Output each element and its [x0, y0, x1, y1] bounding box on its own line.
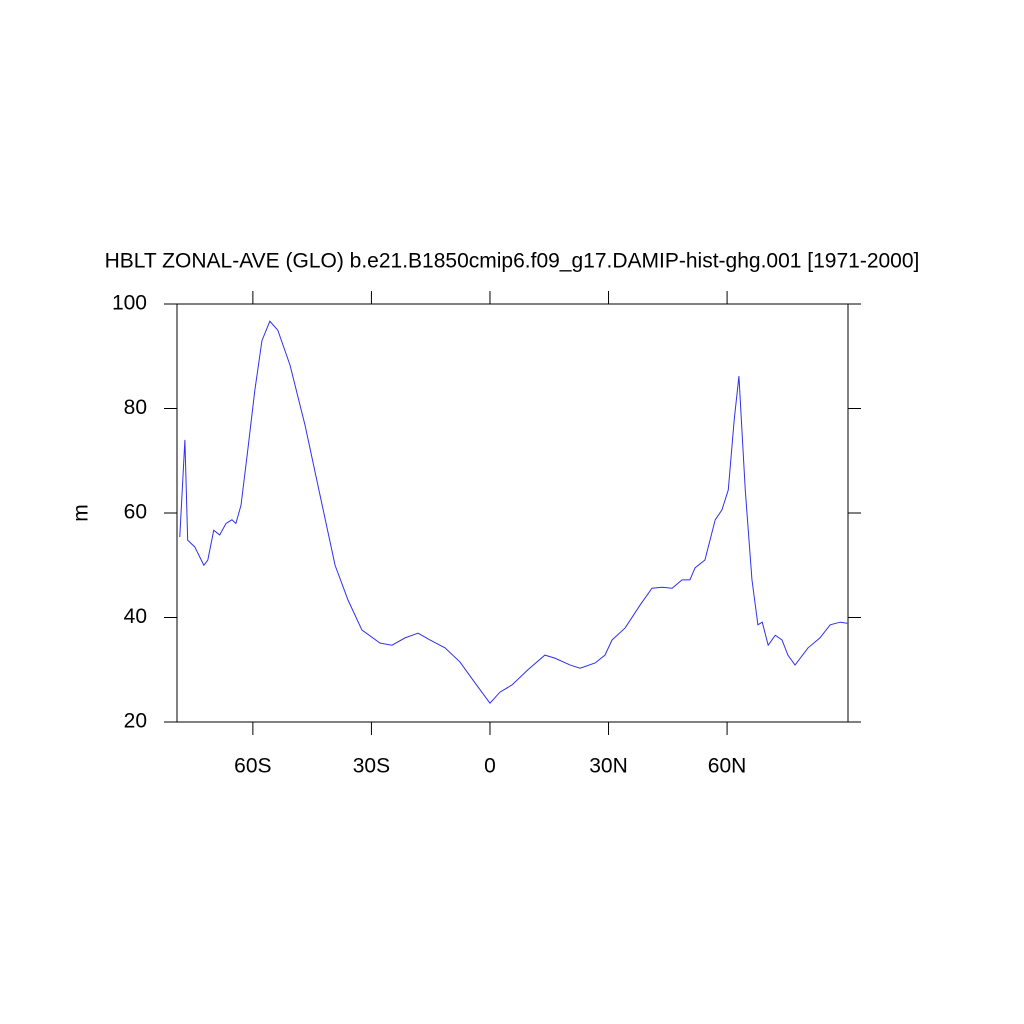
y-tick-label: 20 [124, 710, 147, 733]
y-tick-label: 80 [124, 396, 147, 419]
y-tick-label: 40 [124, 605, 147, 628]
chart-title: HBLT ZONAL-AVE (GLO) b.e21.B1850cmip6.f0… [105, 250, 920, 273]
x-tick-label: 30S [353, 755, 390, 778]
data-line [179, 320, 848, 704]
y-tick-label: 100 [112, 292, 147, 315]
x-tick-label: 30N [589, 755, 628, 778]
x-tick-label: 60N [708, 755, 747, 778]
x-tick-label: 0 [484, 755, 496, 778]
y-tick-label: 60 [124, 501, 147, 524]
x-tick-label: 60S [234, 755, 271, 778]
y-axis-label: m [70, 504, 93, 522]
